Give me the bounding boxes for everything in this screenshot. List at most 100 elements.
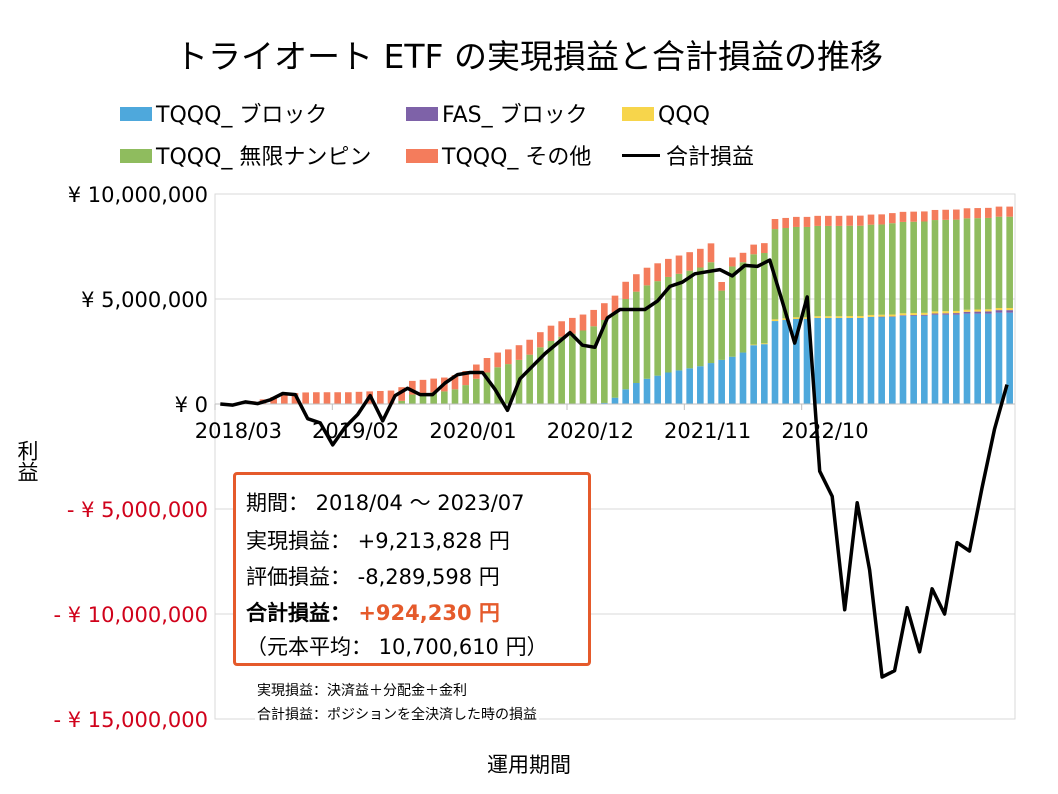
bar-segment-fas-block	[985, 311, 992, 314]
summary-period: 期間： 2018/04 ～ 2023/07	[246, 491, 525, 515]
bar-segment-tqqq-nanpin	[878, 224, 885, 315]
x-tick-label: 2018/03	[195, 419, 282, 443]
bar-segment-tqqq-other	[569, 317, 576, 334]
legend-label-total: 合計損益	[666, 145, 755, 170]
bar-segment-tqqq-nanpin	[505, 364, 512, 404]
bar-segment-tqqq-block	[910, 315, 917, 404]
bar-segment-tqqq-block	[857, 317, 864, 404]
bar-segment-tqqq-other	[643, 267, 651, 286]
bar-segment-tqqq-block	[963, 313, 971, 404]
bar-segment-qqq	[963, 309, 971, 312]
bar-segment-tqqq-nanpin	[942, 219, 949, 312]
y-tick-label: - ¥ 10,000,000	[53, 603, 208, 627]
chart-title: トライオート ETF の実現損益と合計損益の推移	[175, 37, 883, 76]
bar-segment-tqqq-nanpin	[921, 221, 928, 313]
bar-segment-tqqq-nanpin	[974, 218, 981, 310]
bar-segment-tqqq-block	[867, 316, 875, 404]
bar-segment-qqq	[761, 343, 768, 345]
legend-item-fas-block: FAS_ ブロック	[406, 104, 588, 128]
bar-segment-tqqq-nanpin	[579, 330, 587, 404]
bar-segment-tqqq-nanpin	[537, 347, 544, 404]
bar-segment-tqqq-nanpin	[953, 219, 960, 311]
bar-segment-tqqq-other	[910, 211, 917, 222]
y-tick-label: ¥ 0	[175, 393, 208, 417]
bar-segment-tqqq-other	[707, 243, 715, 263]
bar-segment-tqqq-block	[825, 317, 832, 404]
bar-segment-fas-block	[995, 310, 1003, 313]
bar-segment-tqqq-nanpin	[899, 221, 907, 314]
bar-segment-tqqq-block	[665, 372, 672, 404]
bar-segment-tqqq-block	[601, 402, 608, 404]
bar-segment-qqq	[835, 316, 843, 318]
note-total-definition: 合計損益：ポジションを全決済した時の損益	[255, 704, 539, 724]
legend-item-tqqq-other: TQQQ_ その他	[406, 146, 591, 170]
summary-realized: 実現損益： +9,213,828 円	[246, 529, 510, 553]
bar-segment-tqqq-other	[953, 209, 960, 220]
bar-segment-tqqq-other	[750, 244, 757, 255]
bar-segment-tqqq-other	[505, 349, 512, 365]
bar-segment-tqqq-block	[878, 316, 885, 404]
bar-segment-tqqq-block	[803, 318, 811, 404]
bar-segment-tqqq-block	[889, 316, 896, 404]
bar-segment-fas-block	[942, 313, 949, 315]
bar-segment-tqqq-other	[633, 274, 640, 292]
bar-segment-tqqq-other	[377, 390, 384, 404]
legend-swatch-fas-block	[406, 107, 438, 121]
bar-segment-tqqq-other	[537, 332, 544, 348]
bar-segment-tqqq-other	[654, 263, 661, 282]
bar-segment-tqqq-nanpin	[547, 341, 555, 404]
bar-segment-qqq	[974, 309, 981, 312]
bar-segment-tqqq-other	[291, 393, 299, 404]
bar-segment-tqqq-block	[643, 378, 651, 404]
bar-segment-tqqq-other	[889, 213, 896, 224]
bar-segment-tqqq-nanpin	[601, 320, 608, 403]
bar-segment-tqqq-nanpin	[857, 225, 864, 317]
bar-segment-tqqq-nanpin	[814, 225, 821, 317]
bar-segment-tqqq-nanpin	[526, 354, 533, 404]
bar-segment-tqqq-other	[985, 207, 992, 218]
bar-segment-tqqq-block	[974, 313, 981, 404]
legend-item-total: 合計損益	[622, 146, 754, 170]
bar-segment-qqq	[931, 311, 939, 314]
summary-total-label: 合計損益：	[246, 601, 351, 625]
bar-segment-tqqq-nanpin	[910, 221, 917, 314]
summary-box: 期間： 2018/04 ～ 2023/07 実現損益： +9,213,828 円…	[233, 472, 591, 666]
bar-segment-tqqq-nanpin	[697, 267, 704, 367]
bar-segment-tqqq-other	[430, 378, 437, 393]
x-tick-label: 2022/10	[781, 419, 868, 443]
bar-segment-tqqq-block	[654, 375, 661, 404]
bar-segment-tqqq-block	[697, 366, 704, 404]
bar-segment-tqqq-nanpin	[782, 228, 789, 319]
bar-segment-tqqq-block	[675, 370, 683, 404]
bar-segment-tqqq-block	[718, 359, 725, 404]
bar-segment-tqqq-nanpin	[643, 285, 651, 379]
bar-segment-tqqq-other	[547, 325, 555, 341]
bar-segment-tqqq-nanpin	[665, 276, 672, 373]
x-tick-label: 2021/11	[664, 419, 751, 443]
bar-segment-qqq	[942, 311, 949, 314]
bar-segment-tqqq-block	[921, 315, 928, 404]
bar-segment-tqqq-nanpin	[793, 226, 800, 318]
bar-segment-tqqq-other	[963, 208, 971, 219]
bar-segment-fas-block	[899, 315, 907, 316]
bar-segment-tqqq-nanpin	[622, 299, 629, 390]
bar-segment-tqqq-block	[771, 321, 779, 404]
bar-segment-tqqq-other	[579, 314, 587, 331]
x-axis-title: 運用期間	[487, 753, 571, 777]
bar-segment-tqqq-other	[675, 255, 683, 274]
bar-segment-tqqq-other	[857, 215, 864, 226]
bar-segment-fas-block	[1006, 310, 1013, 313]
bar-segment-tqqq-nanpin	[729, 266, 736, 357]
bar-segment-tqqq-other	[409, 380, 416, 395]
bar-segment-fas-block	[921, 314, 928, 316]
bar-segment-tqqq-nanpin	[750, 254, 757, 345]
bar-segment-tqqq-nanpin	[633, 291, 640, 383]
bar-segment-fas-block	[974, 311, 981, 314]
bar-segment-fas-block	[889, 316, 896, 317]
bar-segment-tqqq-block	[814, 317, 821, 404]
bar-segment-qqq	[867, 314, 875, 317]
bar-segment-qqq	[1006, 308, 1013, 311]
bar-segment-tqqq-other	[931, 209, 939, 221]
bar-segment-tqqq-other	[281, 394, 288, 404]
bar-segment-qqq	[857, 316, 864, 318]
